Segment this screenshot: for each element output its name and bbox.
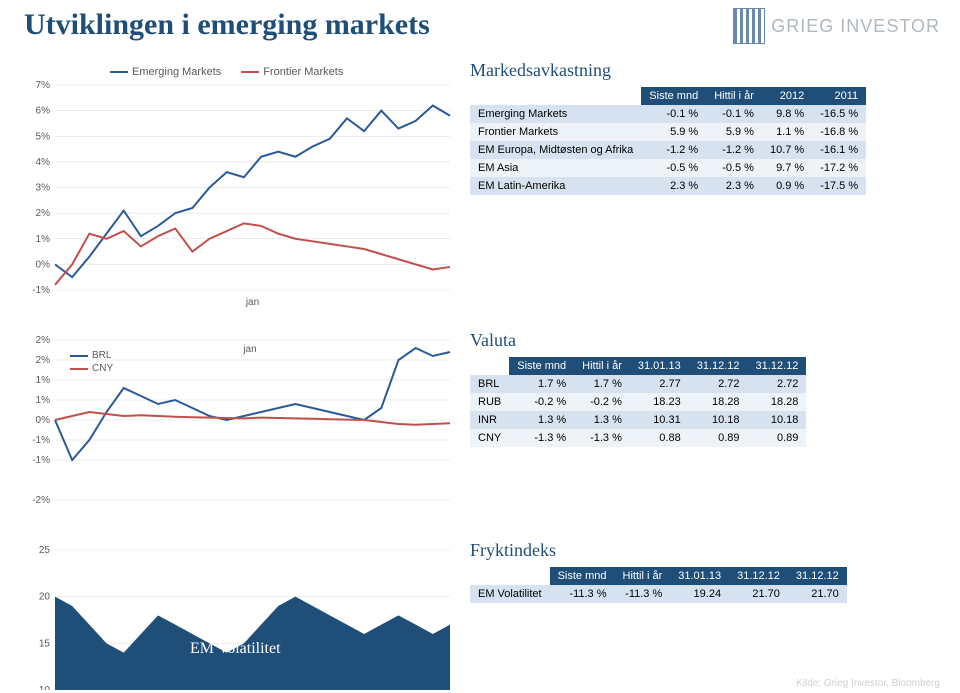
svg-text:1%: 1% [36, 375, 51, 386]
legend-label: Emerging Markets [132, 66, 221, 78]
fryktindeks-chart: 25 20 15 10 EM Volatilitet [20, 540, 460, 690]
svg-text:jan: jan [245, 297, 259, 308]
table-row: INR1.3 %1.3 %10.3110.1810.18 [470, 411, 806, 429]
table2-title: Valuta [470, 330, 940, 351]
svg-text:-1%: -1% [32, 455, 50, 466]
svg-text:5%: 5% [36, 131, 51, 142]
table-row: Emerging Markets-0.1 %-0.1 %9.8 %-16.5 % [470, 105, 866, 123]
table-row: RUB-0.2 %-0.2 %18.2318.2818.28 [470, 393, 806, 411]
markedsavkastning-table: Siste mndHittil i år20122011Emerging Mar… [470, 87, 866, 195]
fryktindeks-table: Siste mndHittil i år31.01.1331.12.1231.1… [470, 567, 847, 603]
legend-label: BRL [92, 350, 111, 361]
legend-swatch [70, 355, 88, 357]
legend-label: Frontier Markets [263, 66, 343, 78]
table1-title: Markedsavkastning [470, 60, 940, 81]
valuta-table: Siste mndHittil i år31.01.1331.12.1231.1… [470, 357, 806, 447]
svg-text:-1%: -1% [32, 285, 50, 296]
svg-text:2%: 2% [36, 208, 51, 219]
svg-text:10: 10 [39, 685, 51, 690]
svg-text:0%: 0% [36, 415, 51, 426]
logo-text: GRIEG INVESTOR [771, 16, 940, 37]
table-row: EM Europa, Midtøsten og Afrika-1.2 %-1.2… [470, 141, 866, 159]
svg-text:6%: 6% [36, 106, 51, 117]
chart1-legend: Emerging Markets Frontier Markets [110, 66, 343, 78]
markedsavkastning-chart: Emerging Markets Frontier Markets 7% 6% 5%… [20, 60, 460, 310]
page-title: Utviklingen i emerging markets [24, 8, 430, 42]
svg-text:-2%: -2% [32, 495, 50, 506]
valuta-chart: 2% 2% 1% 1% 0% -1% -1% -2% jan BRL CNY [20, 330, 460, 520]
legend-swatch [110, 71, 128, 73]
table-row: EM Volatilitet-11.3 %-11.3 %19.2421.7021… [470, 585, 847, 603]
svg-text:4%: 4% [36, 157, 51, 168]
svg-text:15: 15 [39, 638, 51, 649]
chart2-legend: BRL CNY [70, 350, 113, 374]
svg-text:3%: 3% [36, 183, 51, 194]
svg-text:jan: jan [242, 344, 256, 355]
svg-text:25: 25 [39, 545, 51, 556]
table-row: EM Asia-0.5 %-0.5 %9.7 %-17.2 % [470, 159, 866, 177]
table-row: EM Latin-Amerika2.3 %2.3 %0.9 %-17.5 % [470, 177, 866, 195]
logo: GRIEG INVESTOR [733, 8, 940, 44]
svg-text:2%: 2% [36, 335, 51, 346]
table-row: Frontier Markets5.9 %5.9 %1.1 %-16.8 % [470, 123, 866, 141]
table3-title: Fryktindeks [470, 540, 940, 561]
svg-text:1%: 1% [36, 234, 51, 245]
source-text: Kilde: Grieg Investor, Bloomberg [796, 678, 940, 689]
svg-text:20: 20 [39, 592, 51, 603]
svg-text:-1%: -1% [32, 435, 50, 446]
table-row: CNY-1.3 %-1.3 %0.880.890.89 [470, 429, 806, 447]
volatilitet-label: EM Volatilitet [190, 640, 281, 658]
table-row: BRL1.7 %1.7 %2.772.722.72 [470, 375, 806, 393]
svg-text:7%: 7% [36, 80, 51, 91]
legend-swatch [241, 71, 259, 73]
svg-text:0%: 0% [36, 259, 51, 270]
svg-text:1%: 1% [36, 395, 51, 406]
svg-text:2%: 2% [36, 355, 51, 366]
legend-swatch [70, 368, 88, 370]
legend-label: CNY [92, 363, 113, 374]
logo-mark-icon [733, 8, 765, 44]
